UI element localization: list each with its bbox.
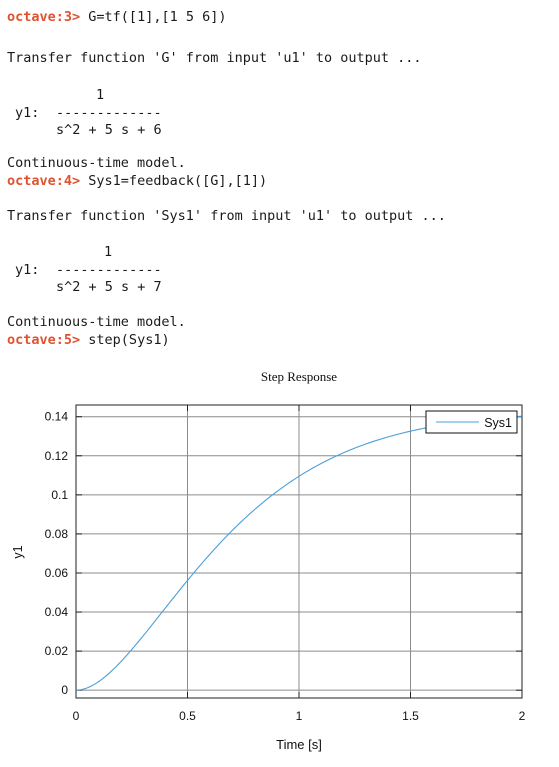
- x-tick-label: 0.5: [179, 709, 196, 723]
- command-text: step(Sys1): [88, 332, 170, 348]
- y-tick-label: 0.08: [45, 527, 69, 541]
- prompt-label: octave:4>: [7, 173, 81, 189]
- y-tick-label: 0.02: [45, 644, 69, 658]
- plot-title: Step Response: [261, 369, 337, 384]
- x-tick-label: 1.5: [402, 709, 419, 723]
- prompt-label: octave:5>: [7, 332, 81, 348]
- tf-output-label: y1:: [15, 105, 40, 121]
- axis-ticks: 0 0.5 1 1.5 2 0 0.02 0.04 0.06 0.08 0.1 0.12 0.14: [45, 405, 526, 723]
- transfer-function-header: Transfer function 'G' from input 'u1' to…: [7, 50, 422, 66]
- command-line-5: octave:5> step(Sys1): [7, 331, 170, 349]
- y-tick-label: 0: [61, 683, 68, 697]
- y-tick-label: 0.1: [51, 488, 68, 502]
- tf-numerator: 1: [96, 87, 105, 103]
- x-tick-label: 0: [73, 709, 80, 723]
- model-type-text: Continuous-time model.: [7, 314, 186, 330]
- command-line-3: octave:3> G=tf([1],[1 5 6]): [7, 8, 226, 26]
- tf-denominator: s^2 + 5 s + 6: [56, 122, 162, 138]
- tf-output-label: y1:: [15, 262, 40, 278]
- tf-fraction-bar: -------------: [56, 105, 162, 121]
- y-axis-label: y1: [11, 545, 25, 558]
- transfer-function-header: Transfer function 'Sys1' from input 'u1'…: [7, 208, 446, 224]
- tf-numerator: 1: [104, 244, 113, 260]
- grid-lines: [75, 405, 523, 698]
- command-text: Sys1=feedback([G],[1]): [88, 173, 268, 189]
- command-text: G=tf([1],[1 5 6]): [88, 9, 227, 25]
- step-response-plot: Step Response 0 0.5 1 1.5 2 0 0.02 0.04 0.06 0.08…: [11, 369, 526, 752]
- y-tick-label: 0.12: [45, 449, 69, 463]
- tf-denominator: s^2 + 5 s + 7: [56, 279, 162, 295]
- x-axis-label: Time [s]: [276, 737, 322, 752]
- command-line-4: octave:4> Sys1=feedback([G],[1]): [7, 172, 267, 190]
- y-tick-label: 0.06: [45, 566, 69, 580]
- legend: Sys1: [425, 410, 518, 434]
- legend-label: Sys1: [484, 416, 512, 430]
- prompt-label: octave:3>: [7, 9, 81, 25]
- y-tick-label: 0.14: [45, 410, 69, 424]
- x-tick-label: 1: [296, 709, 303, 723]
- model-type-text: Continuous-time model.: [7, 155, 186, 171]
- y-tick-label: 0.04: [45, 605, 69, 619]
- x-tick-label: 2: [519, 709, 526, 723]
- tf-fraction-bar: -------------: [56, 262, 162, 278]
